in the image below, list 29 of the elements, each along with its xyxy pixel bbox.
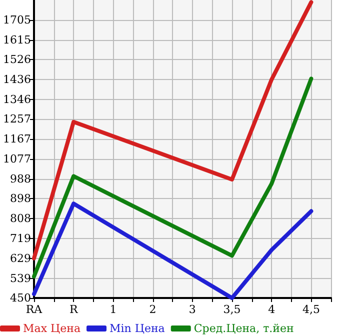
x-tick-label: 4,5 — [302, 303, 320, 316]
y-tick-label: 450 — [10, 292, 31, 304]
y-tick-label: 1346 — [2, 92, 31, 106]
x-tick-label: 3 — [188, 303, 196, 316]
x-tick-label: 2 — [149, 303, 156, 316]
y-tick-label: 539 — [10, 272, 31, 285]
y-tick-label: 1526 — [2, 53, 31, 66]
x-tick-label: RA — [26, 303, 44, 316]
x-tick-label: 1 — [110, 303, 117, 316]
y-tick-label: 629 — [10, 252, 31, 265]
y-tick-label: 1615 — [2, 33, 31, 46]
y-tick-label: 1167 — [2, 132, 31, 146]
y-tick-label: 1436 — [2, 73, 31, 86]
y-tick-label: 1705 — [2, 13, 31, 26]
x-tick-label: R — [69, 303, 78, 316]
x-tick-label: 3,5 — [223, 303, 241, 316]
y-tick-label: 1077 — [2, 152, 31, 166]
legend-label: Min Цена — [110, 322, 166, 335]
y-tick-label: 898 — [10, 192, 31, 206]
y-tick-label: 1257 — [2, 112, 31, 126]
y-tick-label: 988 — [10, 172, 31, 186]
y-tick-label: 719 — [10, 232, 31, 245]
legend-label: Сред.Цена, т.йен — [194, 322, 294, 335]
y-tick-label: 808 — [10, 212, 31, 226]
x-tick-label: 4 — [268, 303, 276, 316]
line-series — [32, 0, 314, 260]
line-series — [32, 202, 314, 300]
line-series — [32, 76, 314, 279]
legend-label: Max Цена — [23, 322, 81, 335]
